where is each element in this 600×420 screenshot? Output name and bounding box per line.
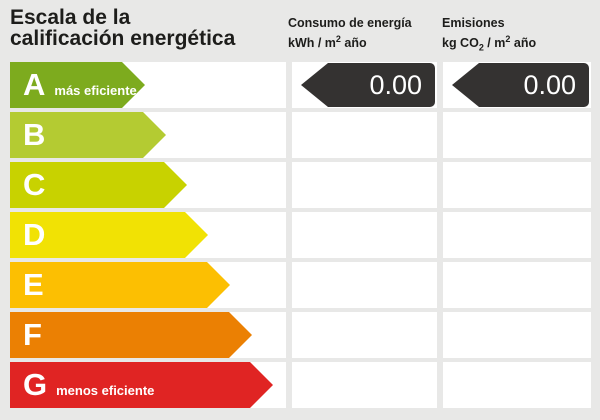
emisiones-value-cell <box>443 262 591 308</box>
rating-row: A más eficiente 0.00 0.00 <box>0 62 600 108</box>
value-arrow-tip-icon <box>301 63 328 107</box>
rating-note: menos eficiente <box>56 383 155 398</box>
emisiones-column-header: Emisiones kg CO2 / m2 año <box>442 15 536 56</box>
rating-letter: G <box>23 367 48 402</box>
rating-row: B <box>0 112 600 158</box>
emisiones-value: 0.00 <box>523 69 576 100</box>
emisiones-value-arrow: 0.00 <box>452 63 589 107</box>
rating-row: F <box>0 312 600 358</box>
rating-letter: B <box>23 117 46 152</box>
rating-grid: A más eficiente 0.00 0.00 B <box>0 62 600 412</box>
rating-arrow: G menos eficiente <box>10 362 273 408</box>
emisiones-value-cell <box>443 312 591 358</box>
rating-letter: D <box>23 217 46 252</box>
consumo-value-cell <box>292 362 437 408</box>
consumo-value-cell <box>292 312 437 358</box>
consumo-value-arrow: 0.00 <box>301 63 435 107</box>
emisiones-header-title: Emisiones <box>442 16 505 30</box>
rating-letter-cell: F <box>10 312 286 358</box>
consumo-value: 0.00 <box>369 69 422 100</box>
emisiones-value-cell <box>443 362 591 408</box>
consumo-value-cell <box>292 212 437 258</box>
consumo-value-cell <box>292 262 437 308</box>
consumo-column-header: Consumo de energía kWh / m2 año <box>288 15 412 51</box>
rating-arrow: F <box>10 312 252 358</box>
rating-row: E <box>0 262 600 308</box>
consumo-header-unit: kWh / m2 año <box>288 34 367 51</box>
page-title-line1: Escala de la <box>10 6 131 29</box>
rating-letter-cell: D <box>10 212 286 258</box>
consumo-value-cell <box>292 162 437 208</box>
rating-row: G menos eficiente <box>0 362 600 408</box>
emisiones-value-cell <box>443 162 591 208</box>
consumo-header-title: Consumo de energía <box>288 16 412 30</box>
value-arrow-tip-icon <box>452 63 479 107</box>
rating-arrow: E <box>10 262 230 308</box>
rating-row: D <box>0 212 600 258</box>
emisiones-value-cell <box>443 112 591 158</box>
rating-arrow: A más eficiente <box>10 62 145 108</box>
consumo-value-cell: 0.00 <box>292 62 437 108</box>
rating-letter: F <box>23 317 42 352</box>
rating-arrow: C <box>10 162 187 208</box>
rating-letter-cell: B <box>10 112 286 158</box>
rating-row: C <box>0 162 600 208</box>
rating-arrow: D <box>10 212 208 258</box>
consumo-value-cell <box>292 112 437 158</box>
rating-letter: E <box>23 267 44 302</box>
rating-letter: A <box>23 67 46 102</box>
rating-letter-cell: A más eficiente <box>10 62 286 108</box>
emisiones-value-cell <box>443 212 591 258</box>
rating-arrow: B <box>10 112 166 158</box>
rating-letter: C <box>23 167 46 202</box>
rating-letter-cell: E <box>10 262 286 308</box>
emisiones-header-unit: kg CO2 / m2 año <box>442 34 537 53</box>
rating-letter-cell: G menos eficiente <box>10 362 286 408</box>
rating-note: más eficiente <box>54 83 137 98</box>
emisiones-value-cell: 0.00 <box>443 62 591 108</box>
rating-letter-cell: C <box>10 162 286 208</box>
page-title: Escala de la calificación energética <box>10 7 235 49</box>
page-title-line2: calificación energética <box>10 27 236 50</box>
